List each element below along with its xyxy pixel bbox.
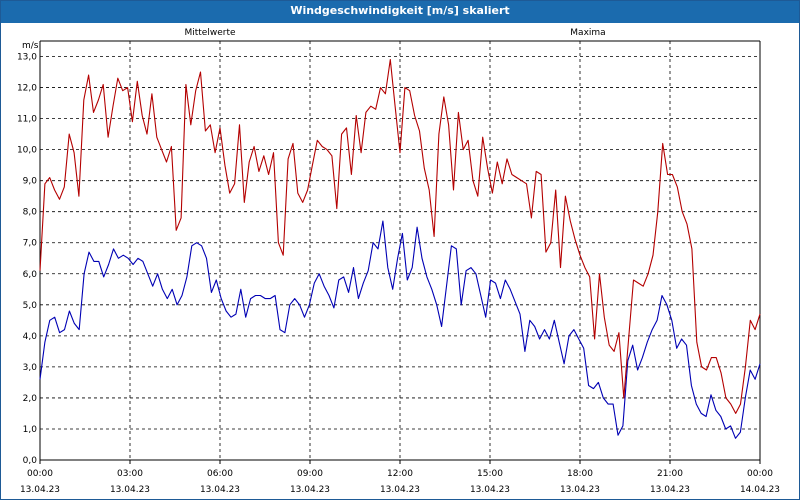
axes xyxy=(39,40,761,464)
y-tick-label: 6,0 xyxy=(23,270,38,280)
y-tick-label: 3,0 xyxy=(23,363,38,373)
y-tick-label: 1,0 xyxy=(23,425,38,435)
grid xyxy=(40,41,760,460)
y-tick-label: 12,0 xyxy=(17,84,37,94)
labels: 0,0 1,0 2,0 3,0 4,0 5,0 6,0 7,0 8,0 9,0 10,0 11,0 12… xyxy=(17,28,780,495)
x-tick-time: 00:00 xyxy=(747,469,773,479)
x-tick-date: 13.04.23 xyxy=(650,485,690,495)
y-tick-label: 10,0 xyxy=(17,146,37,156)
y-tick-label: 13,0 xyxy=(17,53,37,63)
x-tick-time: 15:00 xyxy=(477,469,503,479)
y-tick-label: 2,0 xyxy=(23,394,38,404)
x-tick-date: 13.04.23 xyxy=(560,485,600,495)
x-tick-date: 13.04.23 xyxy=(380,485,420,495)
x-tick-date: 14.04.23 xyxy=(740,485,780,495)
x-tick-time: 00:00 xyxy=(27,469,53,479)
y-tick-label: 9,0 xyxy=(23,177,38,187)
y-tick-label: 11,0 xyxy=(17,115,37,125)
x-tick-time: 18:00 xyxy=(567,469,593,479)
x-tick-time: 06:00 xyxy=(207,469,233,479)
x-tick-time: 12:00 xyxy=(387,469,413,479)
y-axis-label: m/s xyxy=(22,41,39,51)
x-tick-time: 09:00 xyxy=(297,469,323,479)
x-tick-date: 13.04.23 xyxy=(290,485,330,495)
legend-maxima: Maxima xyxy=(570,28,605,38)
series-lines xyxy=(39,59,761,439)
y-tick-label: 0,0 xyxy=(23,456,38,466)
x-tick-date: 13.04.23 xyxy=(110,485,150,495)
y-tick-label: 4,0 xyxy=(23,332,38,342)
x-tick-date: 13.04.23 xyxy=(470,485,510,495)
x-tick-time: 03:00 xyxy=(117,469,143,479)
series-line-mittelwerte xyxy=(39,220,761,439)
series-line-maxima xyxy=(39,59,761,414)
y-tick-label: 8,0 xyxy=(23,208,38,218)
y-tick-label: 7,0 xyxy=(23,239,38,249)
chart-title: Windgeschwindigkeit [m/s] skaliert xyxy=(1,1,799,23)
x-tick-date: 13.04.23 xyxy=(200,485,240,495)
y-tick-label: 5,0 xyxy=(23,301,38,311)
x-tick-date: 13.04.23 xyxy=(20,485,60,495)
legend-mittelwerte: Mittelwerte xyxy=(184,28,235,38)
x-tick-time: 21:00 xyxy=(657,469,683,479)
